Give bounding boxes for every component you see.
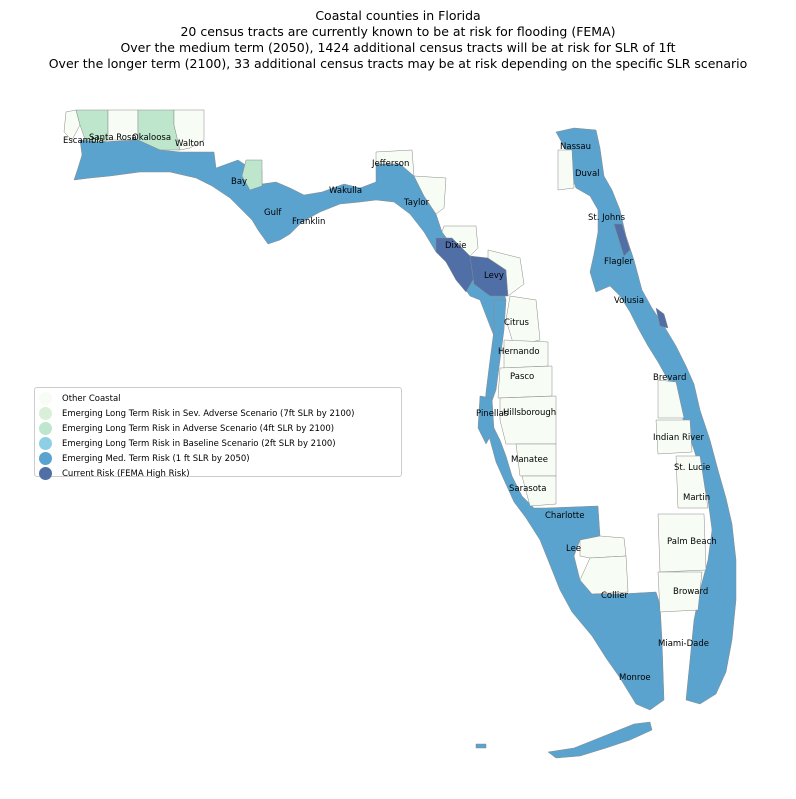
label-pinellas: Pinellas xyxy=(476,409,509,419)
title-line-2: 20 census tracts are currently known to … xyxy=(180,24,616,39)
county-lee-inland xyxy=(579,535,627,559)
county-levy-inland xyxy=(487,249,525,297)
label-sarasota: Sarasota xyxy=(509,484,546,494)
county-dixie-current-risk xyxy=(435,237,475,293)
county-holmes-area xyxy=(173,109,205,151)
county-stlucie-martin-inland xyxy=(675,455,709,509)
label-monroe: Monroe xyxy=(619,673,651,683)
label-miami-dade: Miami-Dade xyxy=(658,639,709,649)
legend-item: Emerging Long Term Risk in Sev. Adverse … xyxy=(39,406,397,421)
label-okaloosa: Okaloosa xyxy=(132,133,171,143)
label-nassau: Nassau xyxy=(560,142,591,152)
county-pasco-inland xyxy=(497,365,553,399)
legend-swatch xyxy=(39,422,52,435)
east-coast-current-risk xyxy=(613,223,631,257)
label-levy: Levy xyxy=(484,271,504,281)
keys-islet xyxy=(475,743,487,749)
legend-swatch xyxy=(39,437,52,450)
county-jefferson-inland xyxy=(375,149,415,177)
label-franklin: Franklin xyxy=(292,217,325,227)
label-taylor: Taylor xyxy=(403,198,430,208)
label-jefferson: Jefferson xyxy=(371,159,409,169)
label-gulf: Gulf xyxy=(264,208,282,218)
label-santa-rosa: Santa Rosa xyxy=(89,133,137,143)
map-legend: Other Coastal Emerging Long Term Risk in … xyxy=(34,387,402,480)
label-lee: Lee xyxy=(566,544,581,554)
label-wakulla: Wakulla xyxy=(329,186,362,196)
label-citrus: Citrus xyxy=(504,318,530,328)
county-taylor-inland xyxy=(413,175,447,215)
legend-swatch xyxy=(39,392,52,405)
label-indian-river: Indian River xyxy=(653,433,704,443)
label-pasco: Pasco xyxy=(510,372,534,382)
label-st-lucie: St. Lucie xyxy=(674,463,710,473)
county-labels: Escambia Santa Rosa Okaloosa Walton Bay … xyxy=(63,133,717,683)
legend-swatch xyxy=(39,407,52,420)
label-charlotte: Charlotte xyxy=(545,511,584,521)
label-palm-beach: Palm Beach xyxy=(667,537,717,547)
county-broward-inland xyxy=(657,571,703,613)
county-sarasota-inland xyxy=(521,475,557,507)
county-hillsborough-inland xyxy=(499,395,557,445)
county-pinellas xyxy=(477,395,495,445)
title-line-4: Over the longer term (2100), 33 addition… xyxy=(48,56,748,71)
legend-item: Other Coastal xyxy=(39,391,397,406)
county-collier-inland xyxy=(579,555,629,595)
label-st-johns: St. Johns xyxy=(588,213,626,223)
legend-item: Current Risk (FEMA High Risk) xyxy=(39,466,397,481)
county-bay-green xyxy=(241,159,263,191)
legend-item: Emerging Med. Term Risk (1 ft SLR by 205… xyxy=(39,451,397,466)
legend-label: Current Risk (FEMA High Risk) xyxy=(62,468,190,479)
label-dixie: Dixie xyxy=(445,241,467,251)
volusia-current-risk xyxy=(655,307,669,329)
county-brevard-inland xyxy=(657,379,685,419)
label-walton: Walton xyxy=(175,139,204,149)
label-manatee: Manatee xyxy=(511,455,548,465)
legend-item: Emerging Long Term Risk in Adverse Scena… xyxy=(39,421,397,436)
legend-item: Emerging Long Term Risk in Baseline Scen… xyxy=(39,436,397,451)
county-duval-inland xyxy=(557,149,575,191)
label-bay: Bay xyxy=(231,177,247,187)
county-indian-river-inland xyxy=(655,419,693,455)
label-hillsborough: Hillsborough xyxy=(503,408,556,418)
atlantic-coast-band xyxy=(555,127,737,705)
title-line-3: Over the medium term (2050), 1424 additi… xyxy=(120,40,676,55)
county-palm-beach-inland xyxy=(657,513,707,573)
legend-label: Emerging Med. Term Risk (1 ft SLR by 205… xyxy=(62,453,250,464)
legend-label: Emerging Long Term Risk in Adverse Scena… xyxy=(62,423,335,434)
panhandle-coastal-band xyxy=(73,139,507,337)
label-collier: Collier xyxy=(601,591,628,601)
label-volusia: Volusia xyxy=(614,296,644,306)
legend-swatch xyxy=(39,452,52,465)
legend-label: Emerging Long Term Risk in Sev. Adverse … xyxy=(62,408,355,419)
label-broward: Broward xyxy=(673,587,708,597)
label-martin: Martin xyxy=(683,493,710,503)
legend-label: Other Coastal xyxy=(62,393,121,404)
map-title: Coastal counties in Florida 20 census tr… xyxy=(0,8,796,72)
label-escambia: Escambia xyxy=(63,136,104,146)
florida-keys xyxy=(547,721,653,759)
legend-label: Emerging Long Term Risk in Baseline Scen… xyxy=(62,438,336,449)
label-hernando: Hernando xyxy=(498,347,540,357)
label-flagler: Flagler xyxy=(604,257,633,267)
legend-swatch xyxy=(39,467,52,480)
county-escambia-inland xyxy=(63,109,81,141)
label-duval: Duval xyxy=(575,169,600,179)
label-brevard: Brevard xyxy=(653,373,686,383)
title-line-1: Coastal counties in Florida xyxy=(315,8,481,23)
